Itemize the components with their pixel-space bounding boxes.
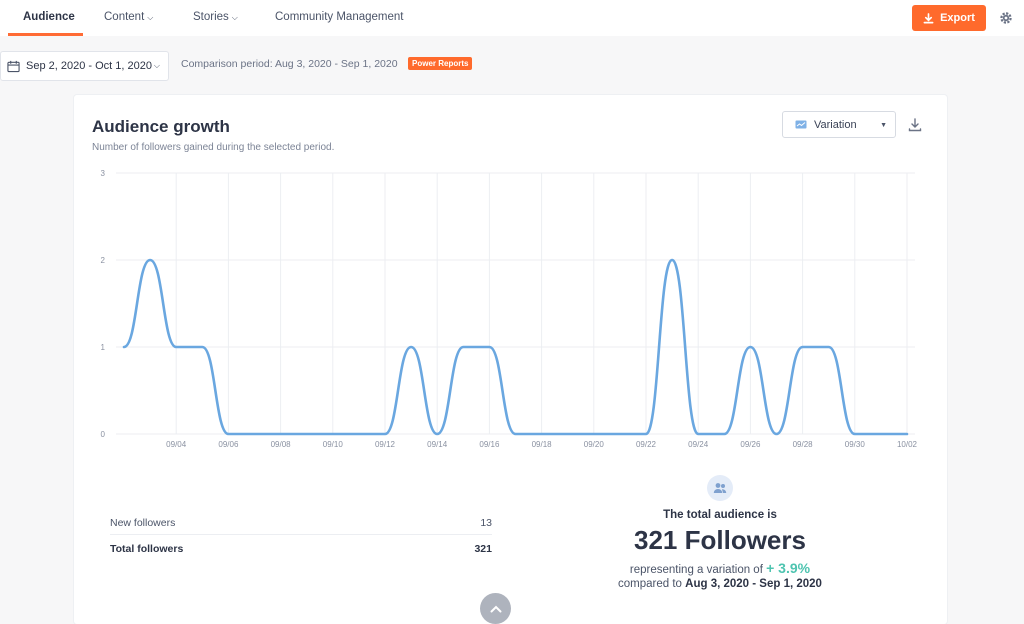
export-button[interactable]: Export (912, 5, 986, 31)
download-icon[interactable] (908, 118, 922, 132)
stat-row-total-followers: Total followers 321 (110, 535, 492, 561)
stats-table: New followers 13 Total followers 321 (110, 509, 492, 561)
chevron-down-icon: ⌵ (147, 13, 154, 22)
audience-variation: representing a variation of + 3.9% (574, 560, 866, 576)
new-followers-label: New followers (110, 517, 176, 529)
gear-icon[interactable] (998, 10, 1014, 26)
y-tick-label: 1 (101, 343, 106, 352)
chevron-down-icon: ⌵ (231, 13, 238, 22)
audience-growth-card: Audience growth Number of followers gain… (74, 95, 947, 624)
followers-series-line (122, 258, 909, 436)
y-tick-label: 3 (101, 169, 106, 178)
total-followers-value: 321 (474, 543, 492, 555)
export-label: Export (940, 12, 975, 24)
x-tick-label: 09/08 (271, 440, 292, 449)
card-subtitle: Number of followers gained during the se… (92, 142, 335, 153)
download-icon (923, 12, 934, 23)
power-reports-badge: Power Reports (408, 57, 473, 70)
x-tick-label: 10/02 (897, 440, 918, 449)
date-range-label: Sep 2, 2020 - Oct 1, 2020 (26, 60, 152, 72)
audience-total: 321 Followers (634, 525, 806, 555)
chevron-down-icon: ⌵ (153, 61, 160, 70)
x-tick-label: 09/24 (688, 440, 709, 449)
y-tick-label: 0 (101, 430, 106, 439)
x-tick-label: 09/06 (218, 440, 239, 449)
stat-row-new-followers: New followers 13 (110, 509, 492, 535)
y-tick-label: 2 (101, 256, 106, 265)
total-followers-label: Total followers (110, 543, 184, 555)
compared-range: Aug 3, 2020 - Sep 1, 2020 (685, 578, 822, 590)
users-icon (707, 475, 733, 501)
x-tick-label: 09/04 (166, 440, 187, 449)
x-tick-label: 09/16 (479, 440, 500, 449)
variation-prefix: representing a variation of (629, 564, 767, 576)
tab-stories[interactable]: Stories ⌵ (193, 11, 238, 23)
top-nav: Audience Content ⌵ Stories ⌵ Community Man… (0, 0, 1024, 36)
new-followers-value: 13 (480, 517, 492, 529)
active-tab-indicator (8, 33, 83, 36)
audience-lead: The total audience is (663, 509, 777, 521)
tab-content-label: Content (104, 11, 145, 23)
view-select[interactable]: Variation ▼ (782, 111, 896, 138)
x-tick-label: 09/26 (740, 440, 761, 449)
x-tick-label: 09/20 (584, 440, 605, 449)
tab-content[interactable]: Content ⌵ (104, 11, 153, 23)
caret-down-icon: ▼ (880, 122, 887, 129)
scroll-to-top-button[interactable] (480, 593, 511, 624)
audience-growth-chart: 0 1 2 3 09/04 09/06 09/08 09/10 09/12 09/14 09/16 0… (101, 169, 918, 449)
compared-prefix: compared to (618, 578, 686, 590)
x-tick-label: 09/28 (793, 440, 814, 449)
x-tick-label: 09/18 (532, 440, 553, 449)
audience-compared: compared to Aug 3, 2020 - Sep 1, 2020 (574, 578, 866, 590)
variation-value: + 3.9% (766, 560, 811, 576)
chart-icon (795, 120, 807, 129)
date-range-picker[interactable]: Sep 2, 2020 - Oct 1, 2020 ⌵ (0, 51, 169, 81)
x-tick-label: 09/30 (845, 440, 866, 449)
tab-stories-label: Stories (193, 11, 229, 23)
x-tick-label: 09/14 (427, 440, 448, 449)
card-title: Audience growth (92, 117, 230, 136)
comparison-period: Comparison period: Aug 3, 2020 - Sep 1, … (181, 58, 398, 70)
audience-summary: The total audience is 321 Followers repr… (574, 475, 866, 590)
tab-community-management[interactable]: Community Management (275, 11, 404, 23)
tab-audience[interactable]: Audience (23, 11, 75, 23)
x-tick-label: 09/10 (323, 440, 344, 449)
view-select-label: Variation (814, 118, 857, 131)
x-tick-label: 09/22 (636, 440, 657, 449)
x-tick-label: 09/12 (375, 440, 396, 449)
chevron-up-icon (490, 605, 501, 612)
calendar-icon (7, 60, 20, 72)
